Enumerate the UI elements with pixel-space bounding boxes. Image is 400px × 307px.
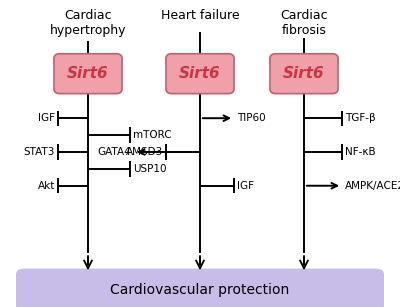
Text: Cardiac
fibrosis: Cardiac fibrosis xyxy=(280,9,328,37)
Text: Heart failure: Heart failure xyxy=(161,9,239,22)
Text: Akt: Akt xyxy=(38,181,55,191)
Text: TIP60: TIP60 xyxy=(237,113,266,123)
Text: Sirt6: Sirt6 xyxy=(283,66,325,81)
Text: mTORC: mTORC xyxy=(133,130,172,140)
Text: AMSD3: AMSD3 xyxy=(126,147,163,157)
Text: AMPK/ACE2: AMPK/ACE2 xyxy=(345,181,400,191)
FancyBboxPatch shape xyxy=(166,54,234,94)
Text: GATA4: GATA4 xyxy=(98,147,131,157)
FancyBboxPatch shape xyxy=(54,54,122,94)
Text: TGF-β: TGF-β xyxy=(345,113,376,123)
Text: Sirt6: Sirt6 xyxy=(67,66,109,81)
Text: Cardiac
hypertrophy: Cardiac hypertrophy xyxy=(50,9,126,37)
Text: NF-κB: NF-κB xyxy=(345,147,376,157)
Text: Cardiovascular protection: Cardiovascular protection xyxy=(110,283,290,297)
Text: Sirt6: Sirt6 xyxy=(179,66,221,81)
Text: IGF: IGF xyxy=(237,181,254,191)
Text: USP10: USP10 xyxy=(133,164,166,174)
Text: STAT3: STAT3 xyxy=(24,147,55,157)
FancyBboxPatch shape xyxy=(270,54,338,94)
FancyBboxPatch shape xyxy=(16,269,384,307)
Text: IGF: IGF xyxy=(38,113,55,123)
